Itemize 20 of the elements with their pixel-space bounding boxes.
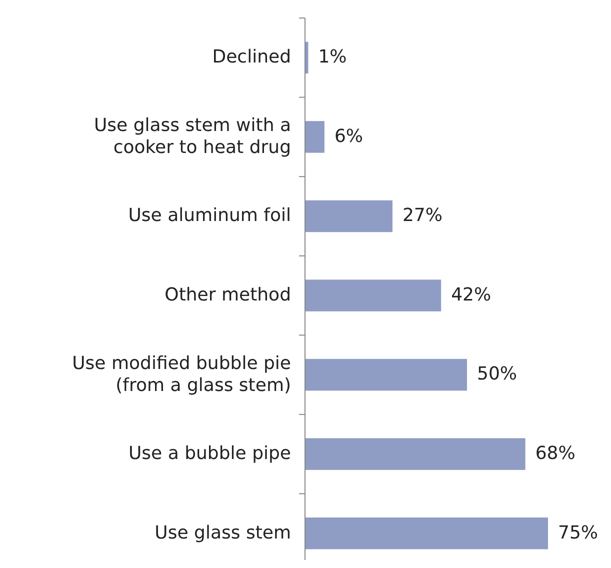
bar [305,200,392,232]
bar [305,438,526,470]
y-tick-label: Other method [164,284,291,306]
bar [305,121,324,153]
bar [305,518,548,550]
data-label: 27% [402,205,442,226]
bar [305,358,467,391]
y-tick-label: Use modified bubble pie (from a glass stem) [72,352,291,396]
data-label: 1% [318,46,347,68]
y-tick-label: Use glass stem with a cooker to heat drug [94,114,291,158]
y-tick-label: Use aluminum foil [128,205,291,226]
data-label: 50% [477,364,518,385]
data-label: 6% [334,126,364,147]
data-label: 42% [451,284,492,306]
y-tick-label: Use glass stem [154,522,291,544]
data-label: 68% [535,442,576,464]
y-tick-label: Declined [212,46,291,68]
bar [305,280,442,312]
data-label: 75% [558,522,598,544]
y-tick-label: Use a bubble pipe [128,442,291,464]
